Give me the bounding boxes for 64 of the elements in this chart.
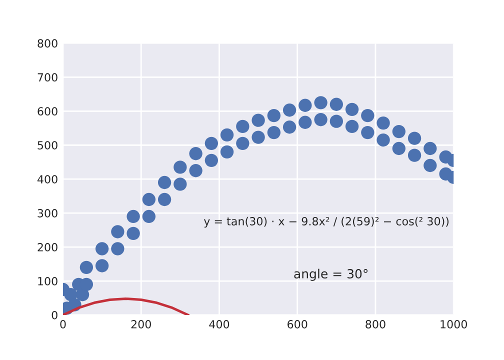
point bbox=[345, 102, 359, 116]
y-tick-label: 200 bbox=[38, 243, 58, 252]
point bbox=[267, 108, 281, 122]
point bbox=[95, 242, 109, 256]
point bbox=[361, 126, 374, 140]
y-tick-label: 400 bbox=[37, 175, 58, 184]
point bbox=[267, 126, 281, 140]
point bbox=[204, 136, 218, 150]
point bbox=[392, 124, 406, 138]
point bbox=[220, 128, 234, 142]
point bbox=[252, 130, 265, 144]
y-tick-label: 600 bbox=[38, 107, 58, 116]
point bbox=[95, 259, 109, 272]
point bbox=[282, 120, 296, 134]
point bbox=[158, 192, 172, 206]
y-tick-label: 300 bbox=[38, 209, 58, 218]
annotation: angle = 30° bbox=[294, 268, 368, 281]
point bbox=[408, 132, 422, 145]
annotation: y = tan(30) · x − 9.8x² / (2(59)² − cos(² 30)) bbox=[204, 216, 449, 228]
point bbox=[392, 142, 406, 156]
point bbox=[298, 116, 312, 129]
point bbox=[424, 142, 437, 156]
point bbox=[220, 145, 234, 159]
point bbox=[330, 114, 344, 128]
y-tick-label: 0 bbox=[52, 310, 58, 320]
x-tick-label: 800 bbox=[366, 320, 386, 328]
point bbox=[189, 147, 202, 160]
x-tick-label: 600 bbox=[288, 320, 308, 328]
point bbox=[314, 113, 328, 126]
point bbox=[189, 164, 202, 178]
point bbox=[314, 96, 328, 110]
point bbox=[236, 136, 250, 150]
point bbox=[408, 148, 422, 162]
point bbox=[236, 120, 250, 134]
line-series bbox=[63, 297, 190, 315]
point bbox=[174, 178, 187, 191]
point bbox=[345, 120, 359, 134]
point bbox=[252, 114, 265, 127]
y-tick-label: 100 bbox=[38, 277, 58, 286]
point bbox=[126, 226, 140, 240]
point bbox=[142, 210, 156, 224]
point bbox=[158, 176, 172, 190]
point bbox=[111, 242, 124, 256]
point bbox=[376, 116, 390, 130]
point bbox=[424, 158, 437, 172]
x-tick-label: 1000 bbox=[440, 320, 467, 328]
point bbox=[376, 133, 390, 147]
point bbox=[298, 98, 312, 112]
y-tick-label: 800 bbox=[38, 39, 58, 48]
y-tick-label: 500 bbox=[38, 141, 58, 150]
x-tick-label: 400 bbox=[209, 320, 230, 328]
point bbox=[330, 98, 344, 111]
point bbox=[126, 210, 140, 224]
x-tick-label: 0 bbox=[60, 320, 66, 328]
y-tick-label: 700 bbox=[38, 73, 58, 82]
point bbox=[111, 225, 124, 238]
point bbox=[174, 160, 187, 174]
point bbox=[361, 108, 374, 122]
point bbox=[80, 260, 94, 274]
point bbox=[282, 104, 296, 117]
point bbox=[142, 192, 156, 206]
point bbox=[204, 154, 218, 167]
point bbox=[76, 288, 90, 302]
x-tick-label: 200 bbox=[131, 320, 151, 328]
